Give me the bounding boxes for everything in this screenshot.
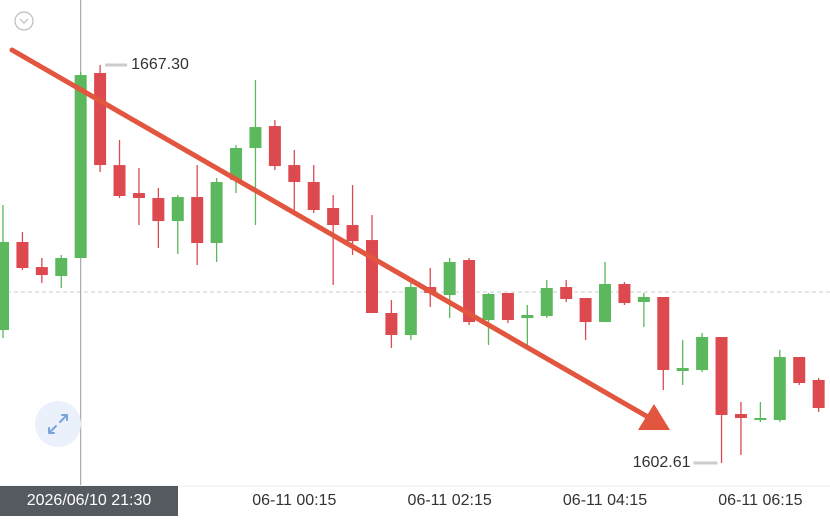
x-tick-label: 06-11 06:15 — [718, 492, 802, 509]
candle-body — [132, 193, 145, 199]
candle-body — [696, 336, 709, 371]
arrow-head — [638, 404, 670, 430]
candle-body — [540, 288, 553, 317]
candle-body — [501, 293, 514, 321]
expand-button[interactable] — [35, 401, 81, 447]
crosshair-label: 2026/06/10 21:30 — [27, 492, 152, 509]
max-label: 1667.30 — [131, 56, 189, 73]
candle-body — [365, 240, 378, 313]
candle-body — [249, 127, 262, 149]
candle-body — [618, 284, 631, 304]
candle-body — [404, 287, 417, 336]
crosshair-box — [0, 486, 178, 516]
candle-body — [482, 293, 495, 321]
candle-body — [307, 182, 320, 211]
candle-body — [94, 73, 107, 166]
menu-icon[interactable] — [14, 11, 34, 31]
x-tick-label: 06-11 02:15 — [408, 492, 492, 509]
candle-body — [812, 379, 825, 409]
candle-body — [599, 284, 612, 323]
candle-body — [152, 198, 165, 222]
candle-body — [35, 267, 48, 276]
candle-body — [793, 356, 806, 384]
candle-body — [55, 258, 68, 277]
candle-body — [74, 75, 87, 259]
candle-body — [521, 315, 534, 319]
candle-body — [16, 242, 29, 269]
expand-circle[interactable] — [35, 401, 81, 447]
candle-body — [346, 225, 359, 242]
candle-body — [268, 126, 281, 167]
candle-body — [715, 336, 728, 415]
candle-body — [676, 367, 689, 372]
candle-body — [560, 287, 573, 299]
menu-circle[interactable] — [14, 11, 34, 31]
candle-body — [210, 182, 223, 243]
candle-body — [385, 312, 398, 336]
candle-body — [637, 297, 650, 302]
menu-chevron[interactable] — [19, 18, 29, 24]
candle-body — [443, 262, 456, 296]
min-label: 1602.61 — [633, 454, 691, 471]
candle-body — [463, 260, 476, 323]
trend-arrow — [9, 47, 670, 430]
candle-body — [191, 197, 204, 243]
candle-body — [579, 297, 592, 323]
candle-body — [0, 242, 9, 331]
candle-body — [734, 414, 747, 419]
candle-body — [113, 165, 126, 196]
candle-body — [327, 207, 340, 226]
x-tick-label: 06-11 00:15 — [252, 492, 336, 509]
candle-body — [288, 165, 301, 183]
candle-body — [657, 297, 670, 371]
arrow-shaft — [9, 47, 651, 420]
expand-glyph[interactable] — [48, 414, 68, 434]
candle-body — [754, 418, 767, 421]
candle-body — [171, 197, 184, 222]
candle-body — [773, 356, 786, 421]
x-tick-label: 06-11 04:15 — [563, 492, 647, 509]
candle-body — [230, 148, 243, 180]
